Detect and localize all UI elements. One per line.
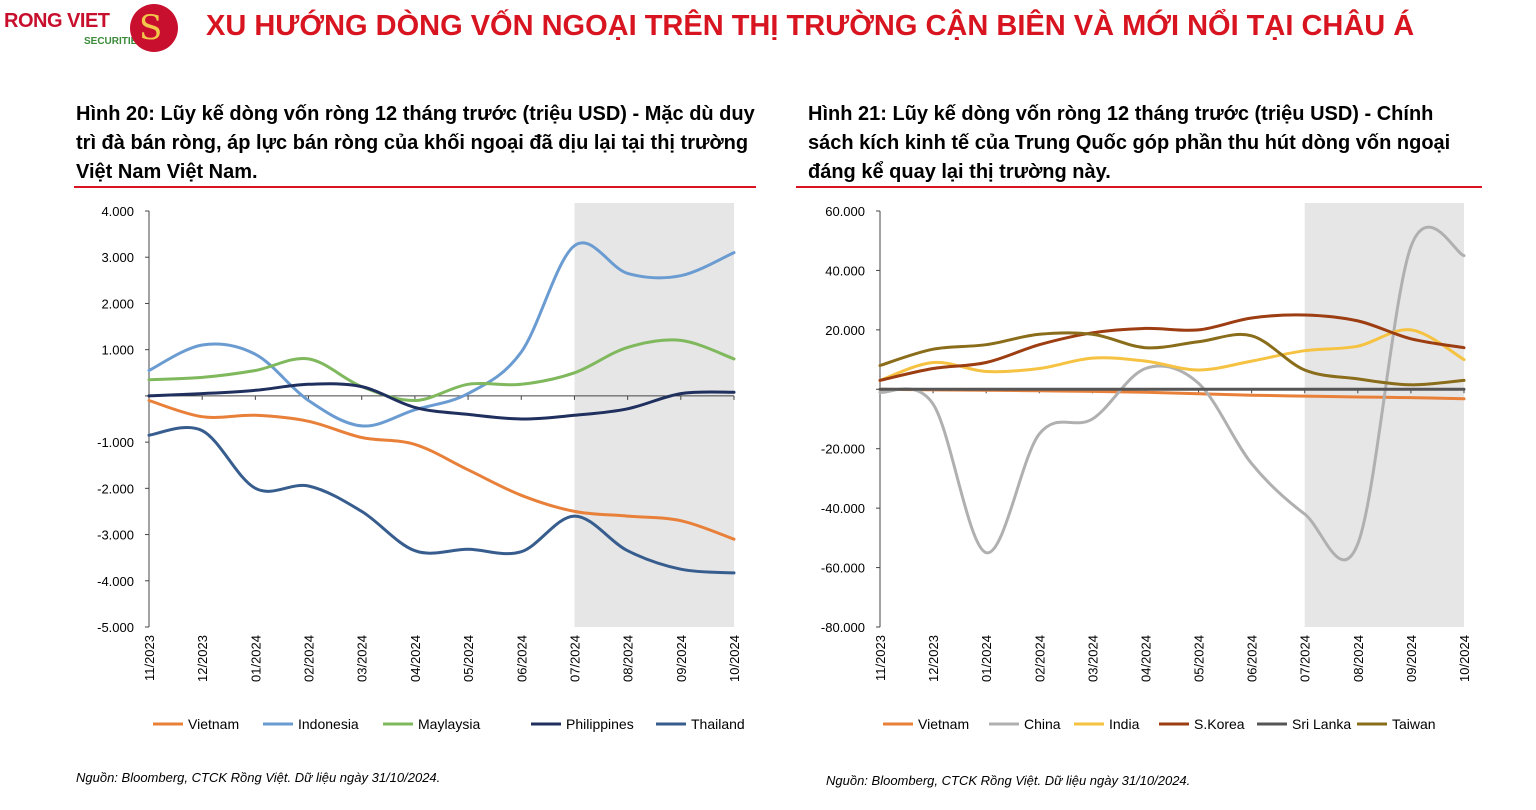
x-tick-label: 09/2024	[1404, 635, 1419, 682]
x-tick-label: 02/2024	[302, 635, 317, 682]
legend-label: Indonesia	[298, 716, 359, 732]
legend-label: Thailand	[691, 716, 745, 732]
legend-label: Philippines	[566, 716, 634, 732]
x-tick-label: 12/2023	[195, 635, 210, 682]
x-tick-label: 11/2023	[142, 635, 157, 681]
legend-label: S.Korea	[1194, 716, 1245, 732]
x-tick-label: 02/2024	[1032, 635, 1047, 682]
x-tick-label: 07/2024	[567, 635, 582, 682]
x-tick-label: 01/2024	[248, 635, 263, 682]
y-tick-label: 1.000	[101, 343, 134, 358]
y-tick-label: 60.000	[825, 204, 865, 219]
x-tick-label: 10/2024	[727, 635, 742, 682]
x-tick-label: 09/2024	[674, 635, 689, 682]
page-title: XU HƯỚNG DÒNG VỐN NGOẠI TRÊN THỊ TRƯỜNG …	[206, 10, 1415, 42]
x-tick-label: 03/2024	[1085, 635, 1100, 682]
legend-label: Vietnam	[918, 716, 969, 732]
x-tick-label: 04/2024	[1138, 635, 1153, 682]
title-divider-left	[74, 186, 756, 188]
logo-sub: SECURITIES	[84, 36, 145, 47]
series-line-vietnam	[147, 399, 736, 541]
y-tick-label: -80.000	[821, 620, 865, 635]
y-tick-label: -1.000	[97, 435, 134, 450]
y-tick-label: -2.000	[97, 481, 134, 496]
legend-label: China	[1024, 716, 1061, 732]
series-line-philippines	[147, 382, 736, 421]
y-tick-label: 4.000	[101, 204, 134, 219]
source-note-left: Nguồn: Bloomberg, CTCK Rồng Việt. Dữ liệ…	[76, 770, 441, 785]
figure-20-title: Hình 20: Lũy kế dòng vốn ròng 12 tháng t…	[76, 103, 755, 183]
y-tick-label: 20.000	[825, 323, 865, 338]
x-tick-label: 08/2024	[621, 635, 636, 682]
title-divider-right	[796, 186, 1482, 188]
chart-figure-21: 60.000 40.000 20.000 -20.000 -40.000 -60.000 -…	[821, 203, 1472, 732]
legend-label: India	[1109, 716, 1140, 732]
y-tick-label: -20.000	[821, 442, 865, 457]
x-tick-label: 03/2024	[355, 635, 370, 682]
forecast-shading	[574, 203, 734, 627]
x-tick-label: 05/2024	[1192, 635, 1207, 682]
company-logo: RONG VIET SECURITIES S	[0, 2, 185, 52]
legend-label: Maylaysia	[418, 716, 480, 732]
x-tick-label: 12/2023	[926, 635, 941, 682]
y-tick-label: -60.000	[821, 561, 865, 576]
forecast-shading	[1304, 203, 1464, 627]
series-line-thailand	[147, 425, 736, 575]
series-line-taiwan	[878, 331, 1466, 387]
figure-21-title: Hình 21: Lũy kế dòng vốn ròng 12 tháng t…	[808, 103, 1451, 183]
y-tick-label: -5.000	[97, 620, 134, 635]
x-tick-label: 08/2024	[1351, 635, 1366, 682]
y-tick-label: -40.000	[821, 501, 865, 516]
x-tick-label: 07/2024	[1298, 635, 1313, 682]
chart-figure-20: 4.000 3.000 2.000 1.000 -1.000 -2.000 -3.000 -4…	[97, 203, 745, 732]
y-tick-label: 3.000	[101, 250, 134, 265]
x-tick-label: 06/2024	[514, 635, 529, 682]
legend-label: Sri Lanka	[1292, 716, 1351, 732]
legend-label: Vietnam	[188, 716, 239, 732]
x-tick-label: 05/2024	[461, 635, 476, 682]
series-line-indonesia	[147, 241, 736, 428]
logo-name: RONG VIET	[4, 10, 110, 32]
x-tick-label: 04/2024	[408, 635, 423, 682]
y-tick-label: 2.000	[101, 296, 134, 311]
series-line-india	[878, 328, 1466, 382]
source-note-right: Nguồn: Bloomberg, CTCK Rồng Việt. Dữ liệ…	[826, 773, 1191, 788]
series-line-skorea	[878, 313, 1466, 382]
series-line-maylaysia	[147, 338, 736, 403]
series-line-china	[878, 225, 1466, 562]
y-tick-label: -3.000	[97, 528, 134, 543]
x-tick-label: 01/2024	[979, 635, 994, 682]
x-tick-label: 11/2023	[873, 635, 888, 681]
y-tick-label: -4.000	[97, 574, 134, 589]
legend-label: Taiwan	[1392, 716, 1436, 732]
dragon-logo-icon: S	[130, 4, 178, 52]
x-tick-label: 06/2024	[1245, 635, 1260, 682]
y-tick-label: 40.000	[825, 263, 865, 278]
x-tick-label: 10/2024	[1457, 635, 1472, 682]
